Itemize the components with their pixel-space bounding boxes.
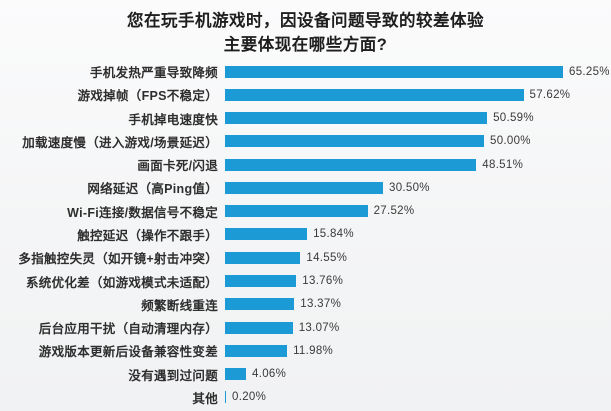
category-label: 触控延迟（操作不跟手）: [77, 228, 218, 243]
bar-track: 50.00%: [225, 135, 611, 148]
bar-row: 频繁断线重连 13.37%: [0, 293, 611, 316]
bar: [225, 275, 297, 288]
bar-track: 50.59%: [225, 112, 611, 125]
value-label: 30.50%: [389, 181, 430, 194]
bar: [225, 135, 484, 148]
value-label: 13.07%: [298, 321, 340, 334]
value-label: 57.62%: [529, 88, 571, 101]
bar: [225, 251, 301, 264]
bar-track: 11.98%: [225, 344, 611, 357]
bar-track: 57.62%: [225, 88, 611, 101]
bar-row: 其他 0.20%: [0, 386, 611, 409]
bar-track: 27.52%: [225, 205, 611, 218]
category-label: 加载速度慢（进入游戏/场景延迟）: [22, 135, 218, 150]
bar: [225, 391, 226, 404]
category-label: 后台应用干扰（自动清理内存）: [38, 322, 218, 337]
category-label: 手机掉电速度快: [128, 112, 218, 127]
category-label: 网络延迟（高Ping值）: [87, 182, 218, 197]
bar-row: 画面卡死/闪退 48.51%: [0, 153, 611, 176]
category-label: 游戏掉帧（FPS不稳定）: [77, 89, 218, 104]
value-label: 0.20%: [232, 391, 267, 404]
value-label: 11.98%: [293, 344, 334, 357]
chart-title-line2: 主要体现在哪些方面?: [223, 36, 388, 54]
value-label: 4.06%: [252, 368, 287, 381]
bar: [225, 158, 477, 171]
bar-track: 14.55%: [225, 251, 611, 264]
bar-rows: 手机发热严重导致降频 65.25% 游戏掉帧（FPS不稳定） 57.62% 手机…: [0, 60, 611, 409]
category-label: 频繁断线重连: [141, 298, 218, 313]
bar-row: 手机发热严重导致降频 65.25%: [0, 60, 611, 83]
category-label: 其他: [192, 391, 218, 406]
bar-track: 13.76%: [225, 275, 611, 288]
bar-track: 30.50%: [225, 181, 611, 194]
bar: [225, 112, 488, 125]
chart-title-line1: 您在玩手机游戏时，因设备问题导致的较差体验: [127, 12, 484, 30]
bar-track: 15.84%: [225, 228, 611, 241]
bar: [225, 321, 293, 334]
value-label: 13.76%: [302, 275, 344, 288]
bar: [225, 344, 288, 357]
bar: [225, 298, 295, 311]
category-label: 手机发热严重导致降频: [89, 66, 218, 81]
bar-track: 0.20%: [225, 391, 611, 404]
bar: [225, 228, 308, 241]
bar-track: 13.37%: [225, 298, 611, 311]
bar: [225, 181, 383, 194]
bar-row: 触控延迟（操作不跟手） 15.84%: [0, 223, 611, 246]
category-label: 游戏版本更新后设备兼容性变差: [38, 345, 218, 360]
bar: [225, 65, 563, 78]
bar-row: 后台应用干扰（自动清理内存） 13.07%: [0, 316, 611, 339]
bar-track: 13.07%: [225, 321, 611, 334]
bar-row: 没有遇到过问题 4.06%: [0, 362, 611, 385]
bar-row: 手机掉电速度快 50.59%: [0, 107, 611, 130]
chart-title: 您在玩手机游戏时，因设备问题导致的较差体验 主要体现在哪些方面?: [0, 0, 611, 59]
bar: [225, 368, 246, 381]
value-label: 13.37%: [300, 298, 342, 311]
value-label: 27.52%: [373, 205, 415, 218]
category-label: 画面卡死/闪退: [137, 159, 218, 174]
bar-track: 48.51%: [225, 158, 611, 171]
bar-track: 4.06%: [225, 368, 611, 381]
category-label: 多指触控失灵（如开镜+射击冲突）: [18, 252, 218, 267]
bar-row: 多指触控失灵（如开镜+射击冲突） 14.55%: [0, 246, 611, 269]
bar-row: 系统优化差（如游戏模式未适配） 13.76%: [0, 269, 611, 292]
bar-track: 65.25%: [225, 65, 611, 78]
value-label: 65.25%: [569, 65, 610, 78]
value-label: 15.84%: [313, 228, 354, 241]
category-label: 没有遇到过问题: [128, 368, 218, 383]
bar: [225, 88, 524, 101]
bar-row: 网络延迟（高Ping值） 30.50%: [0, 176, 611, 199]
category-label: 系统优化差（如游戏模式未适配）: [25, 275, 218, 290]
category-label: Wi-Fi连接/数据信号不稳定: [67, 205, 218, 220]
bar-row: Wi-Fi连接/数据信号不稳定 27.52%: [0, 200, 611, 223]
bar-row: 游戏版本更新后设备兼容性变差 11.98%: [0, 339, 611, 362]
bar-row: 加载速度慢（进入游戏/场景延迟） 50.00%: [0, 130, 611, 153]
value-label: 50.00%: [490, 135, 531, 148]
value-label: 14.55%: [306, 251, 348, 264]
value-label: 48.51%: [482, 158, 524, 171]
bar-row: 游戏掉帧（FPS不稳定） 57.62%: [0, 83, 611, 106]
bar: [225, 205, 368, 218]
value-label: 50.59%: [493, 112, 534, 125]
